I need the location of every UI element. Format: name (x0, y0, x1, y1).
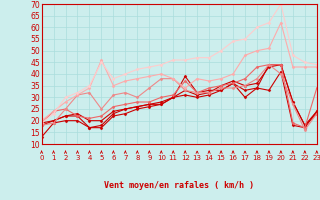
X-axis label: Vent moyen/en rafales ( km/h ): Vent moyen/en rafales ( km/h ) (104, 181, 254, 190)
